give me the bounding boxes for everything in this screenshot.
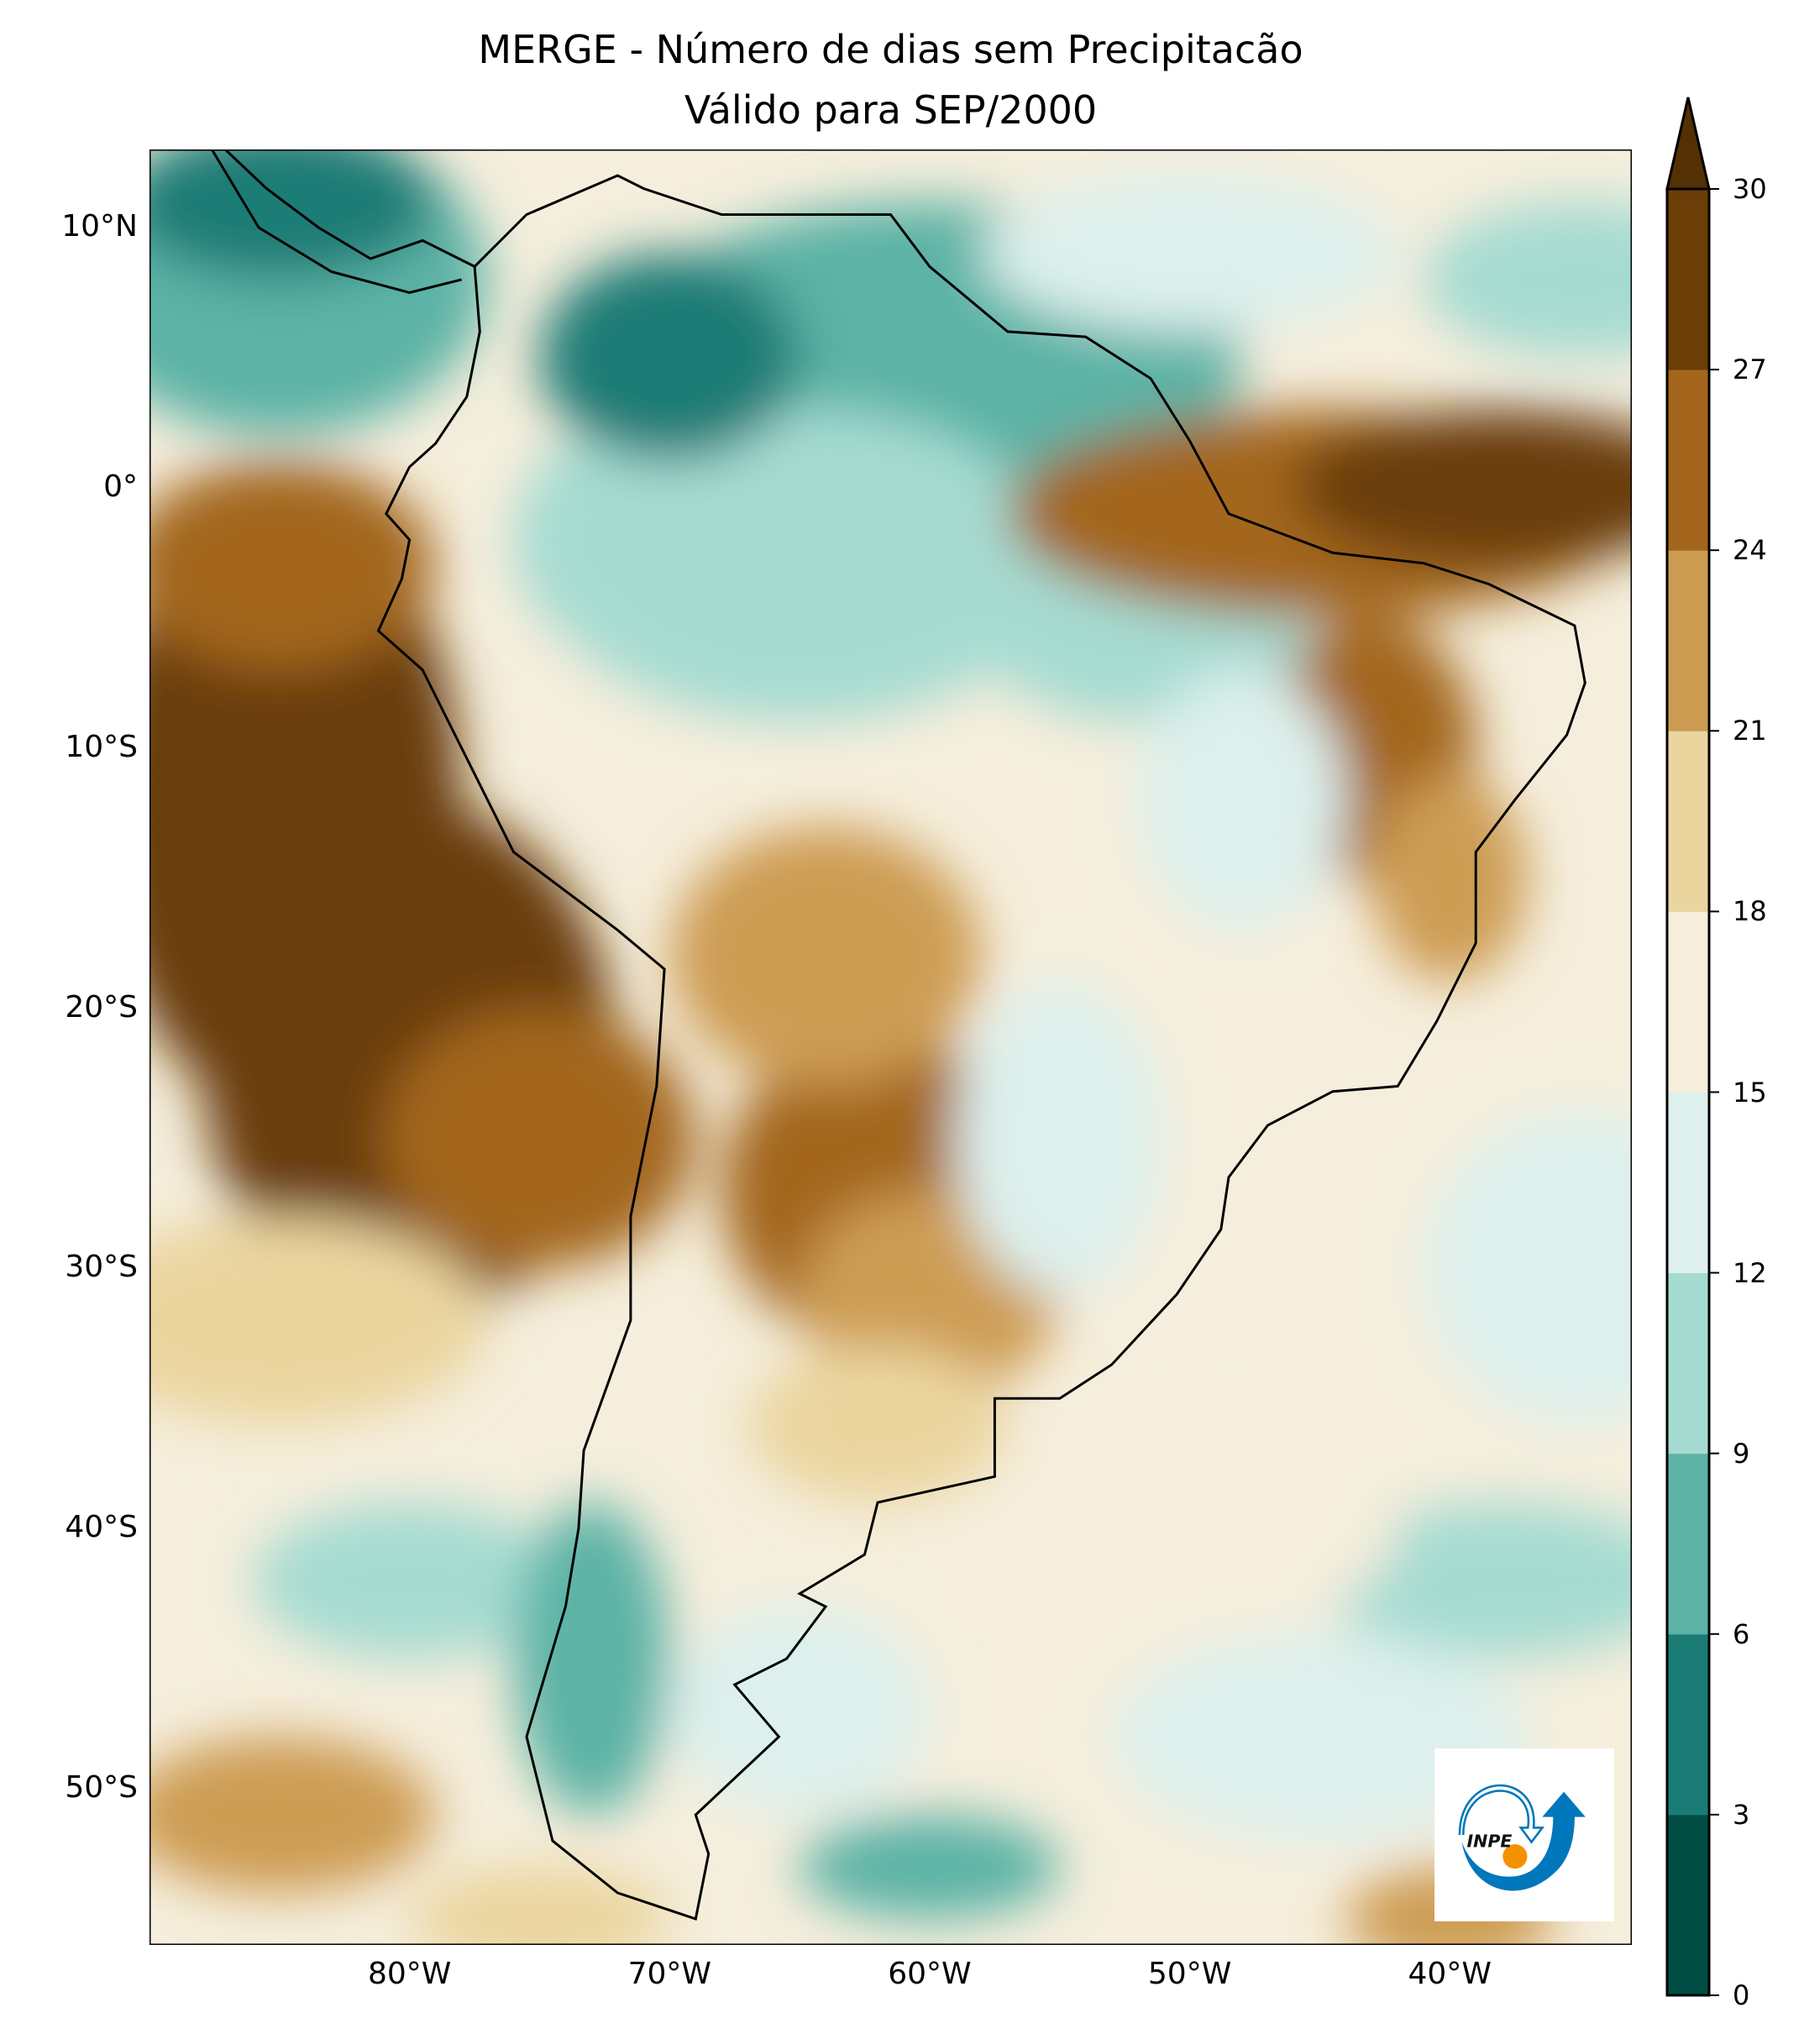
colorbar-segment xyxy=(1667,1633,1709,1816)
map-subtitle: Válido para SEP/2000 xyxy=(684,87,1098,133)
lat-tick-label: 10°N xyxy=(61,208,138,244)
colorbar-segment xyxy=(1667,1453,1709,1635)
field-region xyxy=(1371,773,1529,983)
lon-tick-label: 40°W xyxy=(1408,1957,1492,1991)
colorbar-tick-label: 24 xyxy=(1733,534,1767,567)
lat-tick-label: 40°S xyxy=(65,1510,138,1545)
field-region xyxy=(539,253,800,462)
field-region xyxy=(1319,1502,1632,1659)
field-region xyxy=(800,1815,1060,1920)
colorbar-segment xyxy=(1667,1272,1709,1454)
colorbar-tick-label: 12 xyxy=(1733,1256,1767,1289)
field-region xyxy=(149,1216,488,1425)
field-region xyxy=(409,1867,670,1945)
colorbar-segment xyxy=(1667,911,1709,1093)
field-region xyxy=(149,461,436,670)
colorbar-tick-label: 21 xyxy=(1733,715,1767,747)
field-region xyxy=(955,982,1164,1295)
colorbar-tick-label: 15 xyxy=(1733,1076,1767,1108)
field-region xyxy=(669,1606,930,1816)
lat-tick-label: 30°S xyxy=(65,1250,138,1285)
lat-tick-label: 10°S xyxy=(65,729,138,764)
coastline xyxy=(376,174,1586,1921)
colorbar-tick-label: 6 xyxy=(1733,1617,1750,1650)
colorbar-tick-label: 3 xyxy=(1733,1798,1750,1831)
colorbar-tick-label: 18 xyxy=(1733,895,1767,928)
field-region xyxy=(747,1346,1008,1503)
colorbar-segment xyxy=(1667,1814,1709,1996)
colorbar-segment xyxy=(1667,189,1709,370)
colorbar-tick-label: 27 xyxy=(1733,354,1767,386)
field-region xyxy=(981,175,1398,332)
colorbar-segment xyxy=(1667,550,1709,731)
inpe-logo: INPE xyxy=(1434,1748,1614,1921)
colorbar-tick-label: 0 xyxy=(1733,1979,1750,2011)
lat-tick-label: 0° xyxy=(103,469,138,504)
colorbar-segment xyxy=(1667,1092,1709,1274)
colorbar-extend-arrow xyxy=(1665,97,1711,191)
lon-tick-label: 80°W xyxy=(367,1957,452,1991)
field-region xyxy=(149,1737,436,1894)
field-region xyxy=(981,1424,1398,1633)
logo-text: INPE xyxy=(1467,1832,1513,1852)
colorbar xyxy=(1665,97,1719,1997)
field-region xyxy=(669,825,982,1087)
field-region xyxy=(383,1008,696,1269)
lat-tick-label: 20°S xyxy=(65,989,138,1025)
lon-tick-label: 50°W xyxy=(1147,1957,1232,1991)
colorbar-segment xyxy=(1667,369,1709,551)
central-america-coastline xyxy=(210,149,475,294)
field-region xyxy=(1424,1112,1632,1425)
field-region xyxy=(149,149,436,280)
colorbar-segment xyxy=(1667,731,1709,912)
field-region xyxy=(1137,669,1346,930)
lon-tick-label: 70°W xyxy=(627,1957,711,1991)
colorbar-tick-label: 9 xyxy=(1733,1437,1750,1470)
lat-tick-label: 50°S xyxy=(65,1770,138,1806)
field-region xyxy=(513,1502,670,1816)
field-region xyxy=(513,409,826,670)
precipitation-map xyxy=(149,149,1632,1945)
field-region xyxy=(1424,201,1632,358)
map-title: MERGE - Número de dias sem Precipitacão xyxy=(478,27,1303,72)
lon-tick-label: 60°W xyxy=(888,1957,972,1991)
colorbar-tick-label: 30 xyxy=(1733,173,1767,205)
field-region xyxy=(1111,1633,1529,1842)
field-region xyxy=(1293,409,1632,566)
field-region xyxy=(253,1502,566,1659)
